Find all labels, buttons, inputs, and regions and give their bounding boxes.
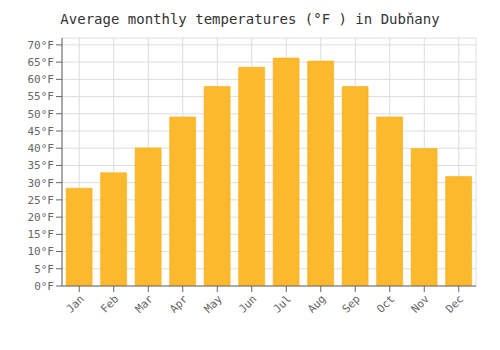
svg-text:Mar: Mar	[133, 292, 157, 316]
svg-text:15°F: 15°F	[28, 228, 55, 241]
svg-text:May: May	[202, 292, 226, 316]
svg-text:Dec: Dec	[443, 292, 466, 315]
svg-text:0°F: 0°F	[34, 280, 54, 293]
svg-text:Feb: Feb	[98, 292, 121, 315]
svg-text:Sep: Sep	[340, 292, 363, 315]
svg-text:Oct: Oct	[374, 292, 397, 315]
svg-text:Jul: Jul	[271, 292, 294, 315]
svg-text:70°F: 70°F	[28, 39, 55, 52]
svg-text:Apr: Apr	[167, 292, 191, 316]
svg-text:Jan: Jan	[64, 292, 87, 315]
svg-text:65°F: 65°F	[28, 56, 55, 69]
svg-text:55°F: 55°F	[28, 90, 55, 103]
svg-text:5°F: 5°F	[34, 263, 54, 276]
svg-text:Nov: Nov	[409, 292, 433, 316]
svg-text:25°F: 25°F	[28, 194, 55, 207]
svg-text:Jun: Jun	[236, 292, 259, 315]
svg-text:40°F: 40°F	[28, 142, 55, 155]
svg-text:45°F: 45°F	[28, 125, 55, 138]
svg-text:35°F: 35°F	[28, 159, 55, 172]
svg-text:30°F: 30°F	[28, 177, 55, 190]
svg-text:60°F: 60°F	[28, 73, 55, 86]
svg-text:50°F: 50°F	[28, 108, 55, 121]
html-text:Average monthly temperatures (: Average monthly temperatures (°F ) in Du…	[60, 11, 440, 27]
svg-text:Aug: Aug	[305, 292, 328, 315]
svg-text:10°F: 10°F	[28, 245, 55, 258]
svg-text:20°F: 20°F	[28, 211, 55, 224]
